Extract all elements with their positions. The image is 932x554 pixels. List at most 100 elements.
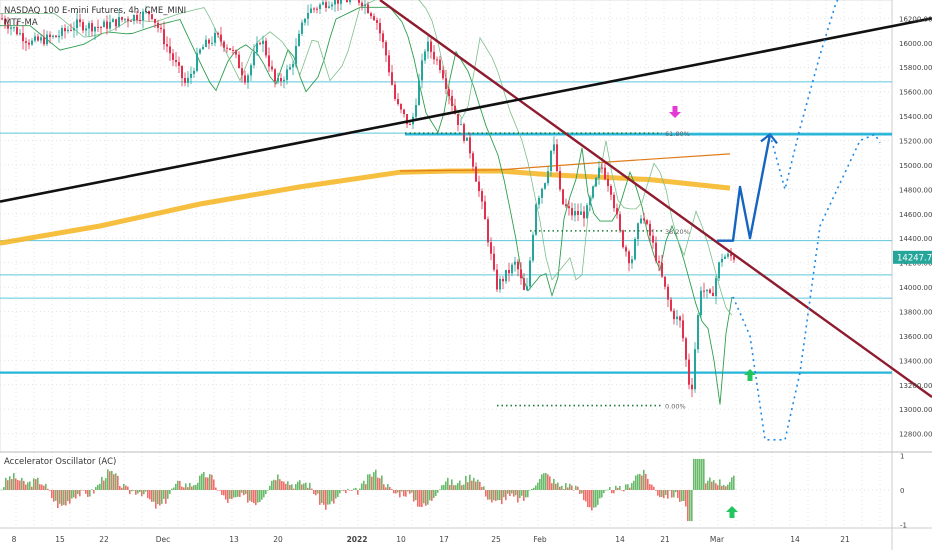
candle-body [46, 34, 48, 45]
oscillator-bar [355, 487, 357, 490]
candle-body [262, 40, 264, 45]
oscillator-bar [453, 485, 455, 490]
oscillator-bar [65, 490, 67, 506]
candle-body [301, 22, 303, 34]
oscillator-bar [351, 490, 353, 491]
oscillator-bar [349, 490, 351, 491]
oscillator-bar [347, 488, 349, 490]
oscillator-bar [293, 488, 295, 490]
oscillator-bar [301, 484, 303, 490]
oscillator-bar [131, 490, 133, 492]
oscillator-bar [433, 490, 435, 498]
candle-body [118, 17, 120, 27]
oscillator-bar [75, 490, 77, 499]
candle-body [7, 24, 9, 29]
oscillator-bar [437, 490, 439, 493]
oscillator-bar [603, 490, 605, 494]
oscillator-bar [193, 485, 195, 490]
oscillator-bar [389, 486, 391, 490]
candle-body [331, 4, 333, 7]
oscillator-bar [645, 473, 647, 490]
candle-body [439, 59, 441, 71]
oscillator-bar [171, 488, 173, 490]
candle-body [154, 18, 156, 23]
candle-body [556, 144, 558, 172]
candle-body [244, 75, 246, 83]
oscillator-bar [371, 476, 373, 490]
projection-path [717, 134, 772, 242]
candle-body [214, 32, 216, 43]
oscillator-bar [559, 486, 561, 490]
oscillator-bar [113, 474, 115, 490]
oscillator-bar [647, 478, 649, 490]
oscillator-bar [523, 490, 525, 501]
oscillator-bar [657, 490, 659, 496]
oscillator-bar [319, 490, 321, 505]
price-tick-label: 15800.00 [899, 64, 932, 72]
candle-body [709, 289, 711, 293]
oscillator-bar [47, 488, 49, 490]
oscillator-bar [5, 477, 7, 490]
symbol-title: NASDAQ 100 E-mini Futures, 4h, CME_MINI [4, 6, 186, 16]
candle-body [346, 0, 348, 3]
oscillator-bar [161, 490, 163, 504]
dotted-projection-path [769, 0, 839, 193]
candle-body [37, 36, 39, 41]
candle-body [433, 51, 435, 60]
candle-body [136, 15, 138, 20]
candle-body [73, 28, 75, 31]
oscillator-bar [15, 478, 17, 490]
oscillator-bar [125, 485, 127, 490]
candle-body [196, 53, 198, 71]
oscillator-bar [717, 485, 719, 490]
candle-body [31, 40, 33, 45]
oscillator-bar [423, 490, 425, 504]
candle-body [61, 27, 63, 36]
candle-body [724, 256, 726, 259]
candle-body [691, 384, 693, 390]
candle-body [295, 46, 297, 64]
oscillator-bar [677, 490, 679, 498]
oscillator-bar [139, 490, 141, 493]
oscillator-bar [83, 490, 85, 491]
candle-body [583, 211, 585, 219]
oscillator-bar [695, 458, 697, 490]
candle-body [88, 23, 90, 29]
oscillator-bar [223, 490, 225, 496]
candle-body [208, 39, 210, 44]
oscillator-bar [605, 489, 607, 491]
oscillator-bar [623, 490, 625, 492]
candle-body [382, 33, 384, 43]
oscillator-bar [129, 490, 131, 495]
oscillator-bar [607, 489, 609, 491]
oscillator-bar [233, 490, 235, 498]
oscillator-bar [727, 484, 729, 490]
candle-body [619, 214, 621, 231]
oscillator-bar [205, 477, 207, 490]
oscillator-bar [577, 486, 579, 490]
candle-body [418, 80, 420, 106]
candle-body [157, 22, 159, 28]
fib-level-label: 61.80% [665, 130, 690, 138]
oscillator-bar [133, 490, 135, 491]
oscillator-bar [53, 490, 55, 502]
candle-body [64, 27, 66, 32]
candle-body [595, 177, 597, 187]
oscillator-bar [599, 490, 601, 499]
oscillator-bar [561, 485, 563, 490]
oscillator-bar [513, 490, 515, 497]
oscillator-bar [279, 479, 281, 490]
candle-body [139, 19, 141, 21]
oscillator-bar [77, 490, 79, 495]
candle-body [121, 17, 123, 20]
candle-body [19, 33, 21, 35]
price-tick-label: 16000.00 [899, 40, 932, 48]
candle-body [586, 205, 588, 219]
oscillator-bar [613, 490, 615, 494]
candle-body [529, 260, 531, 287]
oscillator-bar [169, 490, 171, 494]
oscillator-bar [483, 486, 485, 490]
oscillator-bar [1, 489, 3, 491]
oscillator-bar [189, 482, 191, 490]
time-tick-label: 13 [229, 535, 239, 544]
